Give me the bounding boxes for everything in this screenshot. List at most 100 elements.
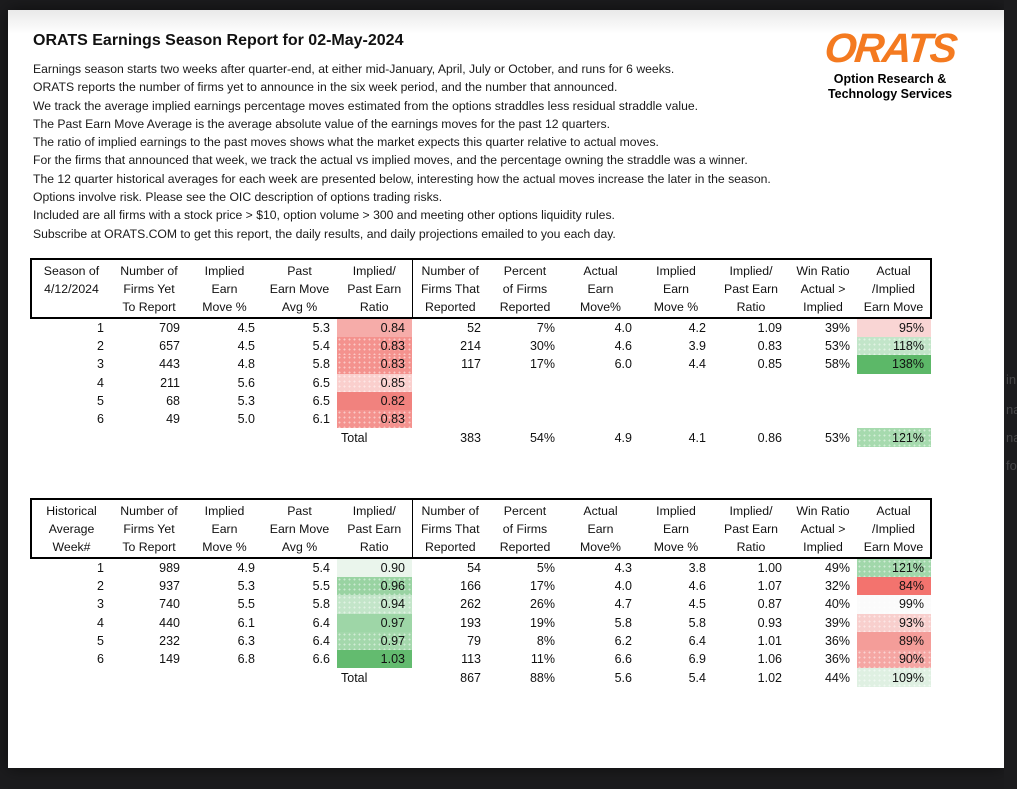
table-cell: 5.3 xyxy=(237,394,255,409)
table-cell: 867 xyxy=(460,670,481,685)
table-cell: 4.5 xyxy=(688,597,706,612)
table-cell xyxy=(562,392,639,410)
table-cell xyxy=(562,374,639,392)
column-header: Actual/Implied Earn Move xyxy=(857,498,932,559)
table-cell: 95% xyxy=(857,318,931,337)
table-cell xyxy=(857,410,931,428)
table-cell: 0.86 xyxy=(757,430,782,445)
table-cell: 6.3 xyxy=(237,634,255,649)
intro-line: The ratio of implied earnings to the pas… xyxy=(33,135,659,150)
table-cell: 0.97 xyxy=(337,613,412,632)
edge-text-fragment: na xyxy=(1006,430,1017,445)
edge-text-fragment: in xyxy=(1006,372,1017,387)
table-cell: 5 xyxy=(97,634,104,649)
logo-subtitle-line1: Option Research & xyxy=(833,72,947,86)
table-cell: 53% xyxy=(824,339,850,354)
table-cell: 5.5 xyxy=(312,579,330,594)
table-cell: 0.96 xyxy=(337,577,412,596)
table-cell: 117 xyxy=(461,357,481,372)
table-row: 4 211 5.6 6.5 0.85 xyxy=(31,373,931,392)
table-cell: 1.06 xyxy=(757,652,782,667)
table-cell xyxy=(713,392,789,410)
table-cell: 44% xyxy=(824,670,850,685)
column-header: Percent of Firms Reported xyxy=(488,258,562,319)
table-cell: 740 xyxy=(159,597,180,612)
column-header: Number of Firms That Reported xyxy=(412,498,488,559)
table-cell: 17% xyxy=(529,579,555,594)
table-cell xyxy=(857,392,931,410)
background-page-edge: in na na fo xyxy=(1004,0,1017,789)
table-cell: 36% xyxy=(824,652,850,667)
table-cell: 232 xyxy=(159,634,180,649)
column-header: Number of Firms Yet To Report xyxy=(111,498,187,559)
table-cell: 5.8 xyxy=(312,357,330,372)
table-cell xyxy=(262,668,337,686)
table-cell xyxy=(412,374,488,392)
table-cell: 0.94 xyxy=(337,595,412,614)
table-cell xyxy=(412,410,488,428)
table-cell xyxy=(262,428,337,446)
table-cell: 39% xyxy=(824,321,850,335)
table-cell: 54% xyxy=(529,430,555,445)
total-row: Total 867 88% 5.6 5.4 1.02 44% 109% xyxy=(31,668,931,687)
column-header: Number of Firms Yet To Report xyxy=(111,258,187,319)
column-header: Past Earn Move Avg % xyxy=(262,498,337,559)
table-cell xyxy=(789,410,857,428)
table-cell: 88% xyxy=(529,670,555,685)
column-header: Actual Earn Move% xyxy=(562,498,639,559)
table-cell: 32% xyxy=(824,579,850,594)
table-cell: 3 xyxy=(97,597,104,612)
table-cell: 211 xyxy=(160,375,180,390)
table-cell: 149 xyxy=(159,652,180,667)
table-cell xyxy=(31,428,111,446)
table-cell: 0.83 xyxy=(337,355,412,374)
table-cell: 214 xyxy=(460,339,481,354)
table-cell: 0.97 xyxy=(337,631,412,651)
table-cell: 4.1 xyxy=(688,430,706,445)
table-cell: 0.82 xyxy=(337,391,412,411)
column-header: Implied Earn Move % xyxy=(187,258,262,319)
table-cell: 30% xyxy=(529,339,555,354)
column-header: Historical Average Week# xyxy=(30,498,111,559)
table-cell: 5.8 xyxy=(312,597,330,612)
table-cell xyxy=(713,374,789,392)
table-cell: 6.4 xyxy=(312,615,330,630)
table-cell xyxy=(789,374,857,392)
edge-text-fragment: na xyxy=(1006,402,1017,417)
table-cell: 53% xyxy=(824,430,850,445)
table-cell xyxy=(639,410,713,428)
table-cell xyxy=(562,410,639,428)
table-cell xyxy=(488,392,562,410)
table-cell: 4.4 xyxy=(688,357,706,372)
column-header: Number of Firms That Reported xyxy=(412,258,488,319)
table-cell xyxy=(488,410,562,428)
table-cell: 1.07 xyxy=(757,579,782,594)
table-cell: 6.1 xyxy=(312,412,330,427)
table-cell: 6 xyxy=(97,652,104,667)
table-row: 1 709 4.5 5.3 0.84 52 7% 4.0 4.2 1.09 39% 95% xyxy=(31,318,931,337)
table-cell: 49 xyxy=(166,412,180,427)
orats-logo-wordmark: ORATS xyxy=(822,25,958,71)
table-cell: 4 xyxy=(97,615,104,630)
table-cell xyxy=(488,374,562,392)
table-row: 4 440 6.1 6.4 0.97 193 19% 5.8 5.8 0.93 39% 93% xyxy=(31,613,931,632)
column-header: Percent of Firms Reported xyxy=(488,498,562,559)
table-cell: 5% xyxy=(536,561,555,575)
report-page: ORATS Earnings Season Report for 02-May-… xyxy=(8,10,1004,768)
table-cell: 4.9 xyxy=(237,561,255,575)
column-header: Implied/Past Earn Ratio xyxy=(713,498,789,559)
table-cell: 6.5 xyxy=(312,394,330,409)
table-cell: Total xyxy=(341,670,368,685)
total-row: Total 383 54% 4.9 4.1 0.86 53% 121% xyxy=(31,428,931,447)
table-cell: 1.03 xyxy=(337,650,412,669)
table-cell xyxy=(639,374,713,392)
table-cell: 383 xyxy=(460,430,481,445)
table-cell: 1.01 xyxy=(757,634,782,649)
table-cell: 6 xyxy=(97,412,104,427)
historical-average-table: Historical Average Week# Number of Firms Yet… xyxy=(30,498,932,687)
table-cell: 0.87 xyxy=(757,597,782,612)
table-cell xyxy=(412,392,488,410)
table-cell: 39% xyxy=(824,615,850,630)
intro-line: The 12 quarter historical averages for e… xyxy=(33,171,771,186)
table-row: 1 989 4.9 5.4 0.90 54 5% 4.3 3.8 1.00 49% 121% xyxy=(31,558,931,577)
